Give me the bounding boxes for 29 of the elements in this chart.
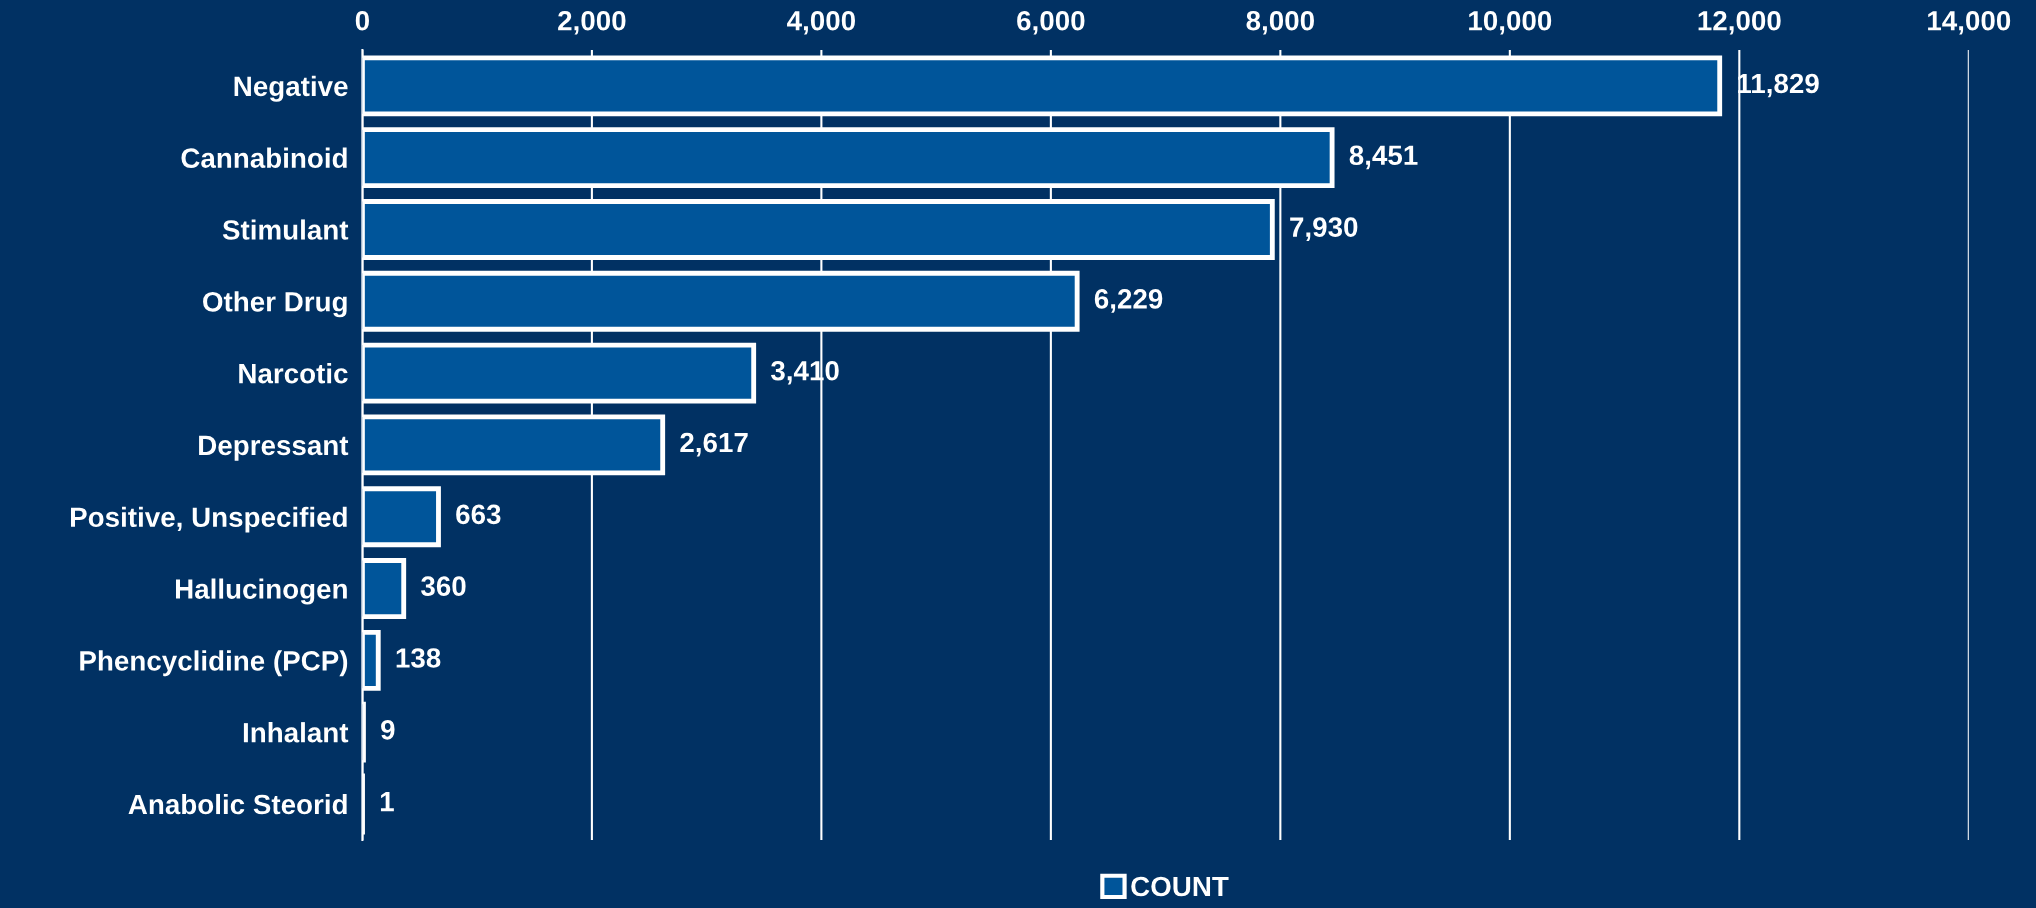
text: 2,617 [680, 432, 748, 457]
x-tick-label: 0 [355, 10, 369, 31]
y-tick-label: Cannabinoid [181, 147, 347, 168]
x-tick-label: 10,000 [1469, 10, 1552, 35]
text: 8,451 [1349, 145, 1418, 170]
x-tick-label: 4,000 [787, 10, 855, 35]
x-tick-label: 2,000 [558, 10, 626, 35]
legend-label: COUNT [1131, 876, 1229, 897]
y-tick-label: Other Drug [203, 291, 347, 318]
y-tick-label: Positive, Unspecified [70, 506, 347, 533]
y-tick-label: Negative [234, 75, 348, 102]
text: 9 [381, 719, 395, 740]
y-tick-label: Narcotic [239, 363, 348, 384]
x-tick-label: 8,000 [1246, 10, 1314, 35]
text: 1 [380, 792, 394, 812]
text: 360 [421, 576, 466, 597]
x-tick-label: 12,000 [1698, 10, 1781, 35]
text: 663 [456, 504, 501, 525]
y-tick-label: Inhalant [243, 722, 349, 743]
y-tick-label: Phencyclidine (PCP) [80, 650, 348, 677]
x-tick-label: 6,000 [1017, 10, 1085, 35]
y-tick-label: Depressant [199, 435, 349, 461]
text: 138 [396, 648, 441, 668]
x-tick-label: 14,000 [1928, 10, 2011, 35]
y-tick-label: Anabolic Steorid [128, 793, 347, 815]
text: 7,930 [1290, 217, 1358, 241]
y-tick-label: Hallucinogen [175, 578, 347, 605]
text: 6,229 [1094, 289, 1163, 313]
y-tick-label: Stimulant [222, 219, 349, 240]
